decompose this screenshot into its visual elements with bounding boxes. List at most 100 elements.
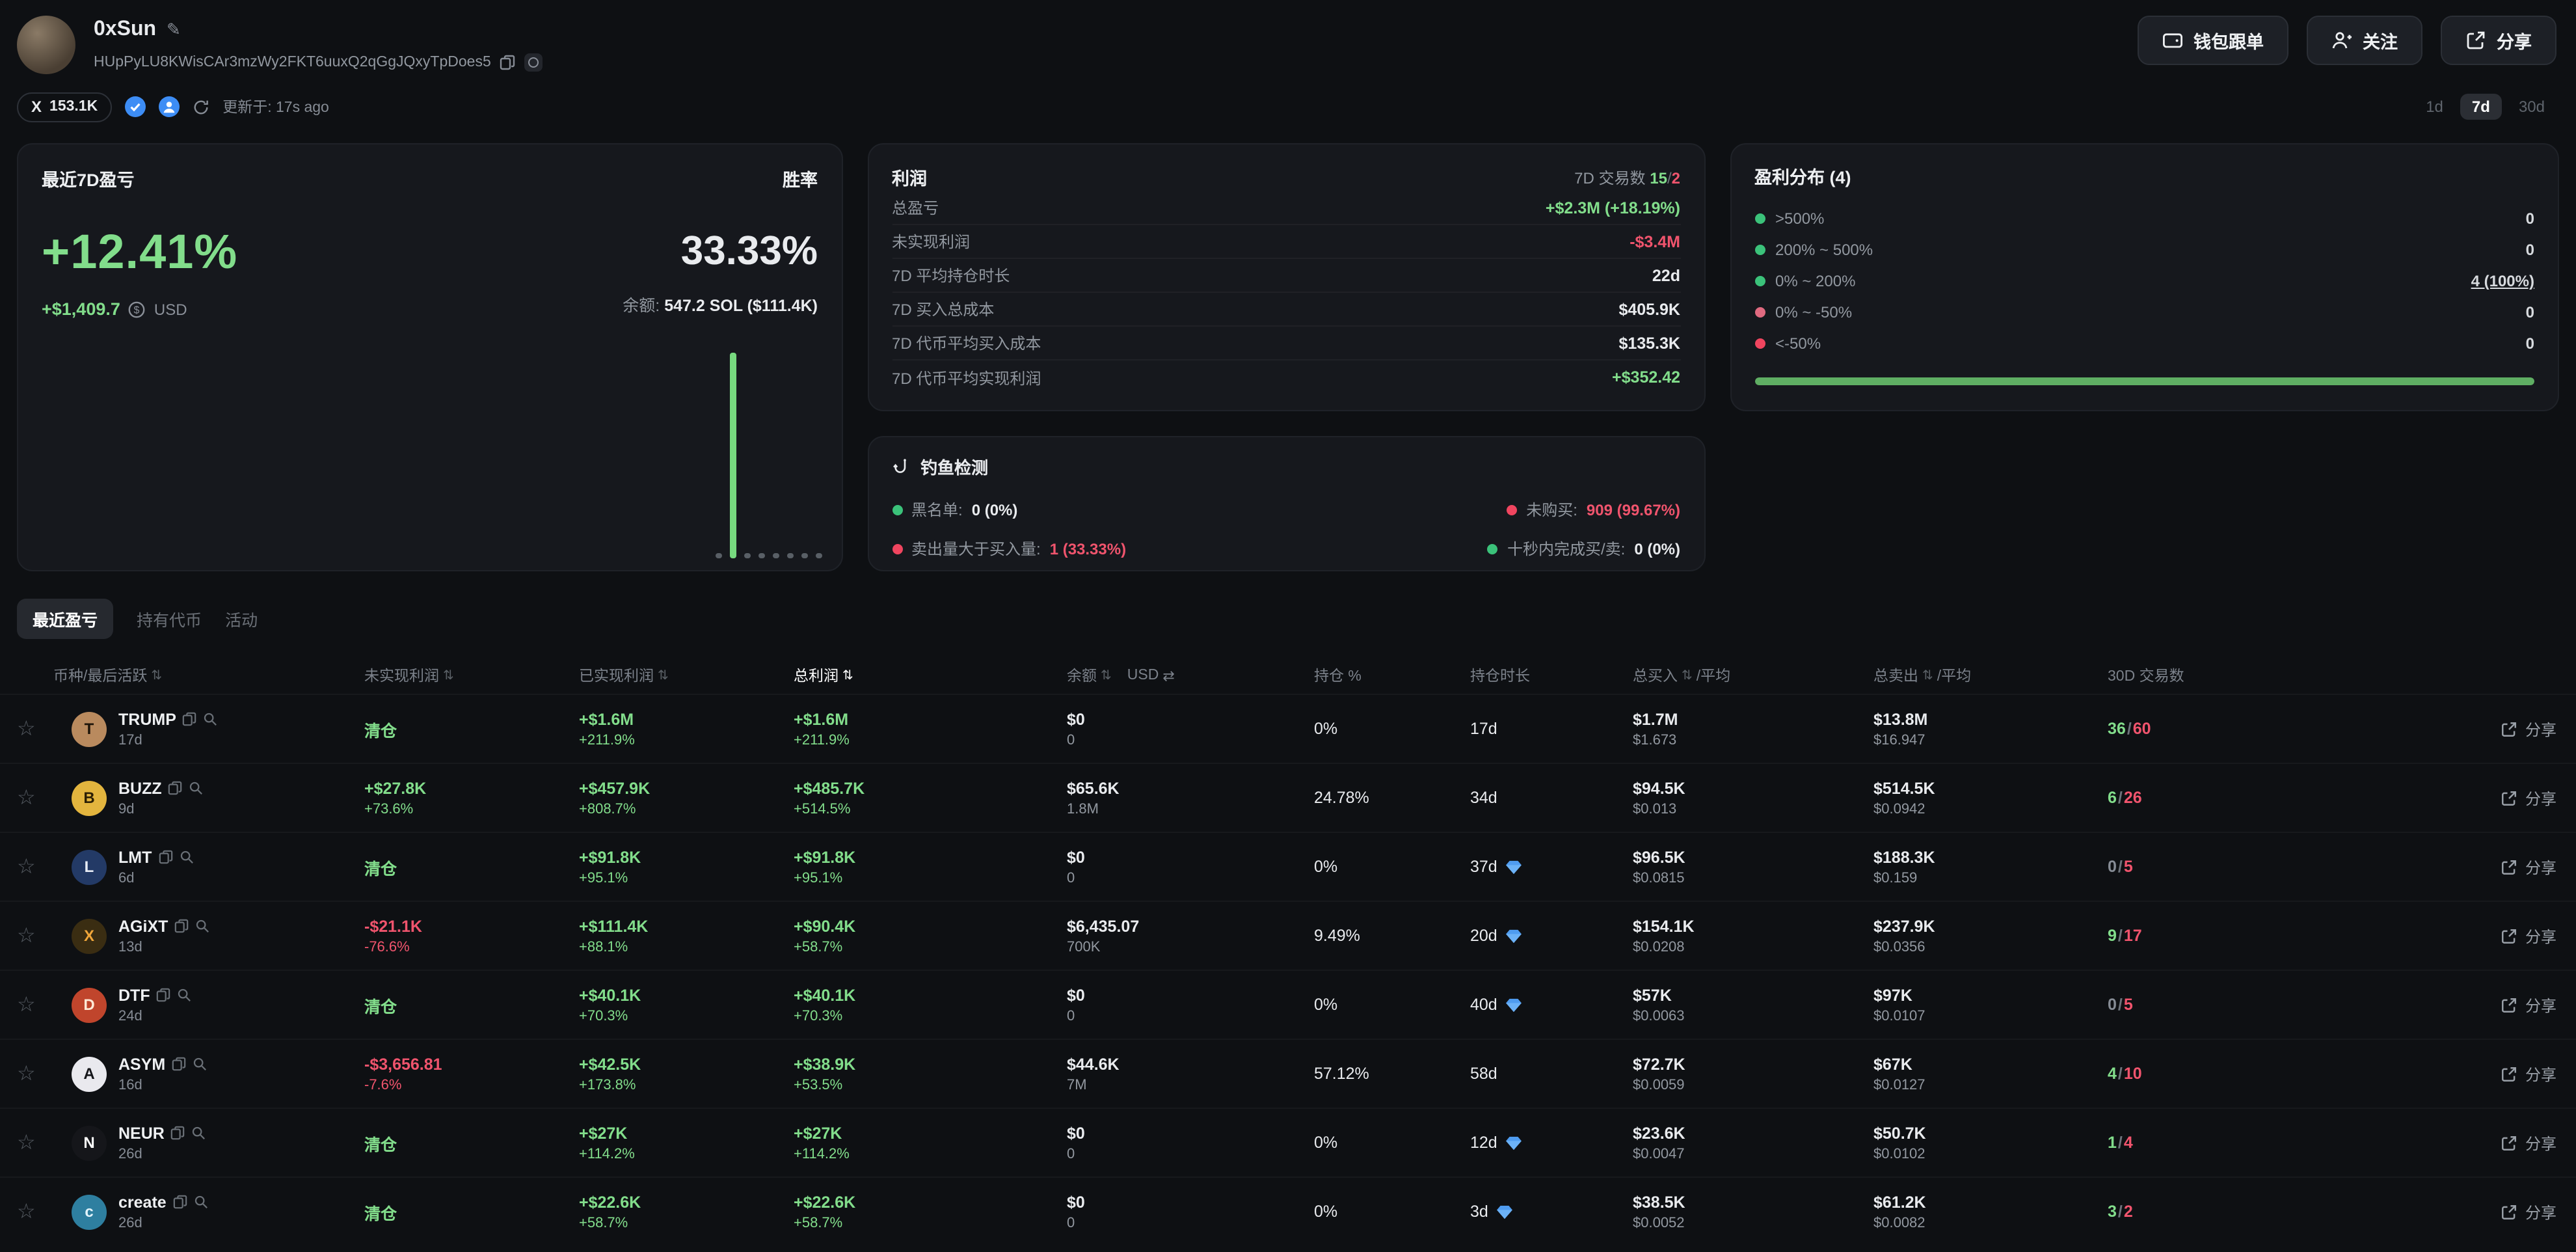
column-header[interactable]: 持仓 % xyxy=(1314,665,1470,686)
table-row[interactable]: ☆ D DTF 24d 清仓 +$40.1K +70.3% +$40.1K +70.… xyxy=(0,970,2576,1039)
column-header[interactable]: 未实现利润 ⇅ xyxy=(364,665,579,686)
token-cell[interactable]: T TRUMP 17d xyxy=(72,710,364,748)
share-profile-button[interactable]: 分享 xyxy=(2441,16,2556,65)
search-token-icon[interactable] xyxy=(178,988,192,1002)
token-cell[interactable]: L LMT 6d xyxy=(72,848,364,886)
distribution-row-value[interactable]: 4 (100%) xyxy=(2471,272,2534,290)
column-header[interactable]: 已实现利润 ⇅ xyxy=(579,665,794,686)
token-name[interactable]: AGiXT xyxy=(118,917,168,935)
sort-icon[interactable]: ⇅ xyxy=(151,668,163,683)
search-token-icon[interactable] xyxy=(194,1195,208,1209)
distribution-row: >500% 0 xyxy=(1754,203,2534,234)
table-row[interactable]: ☆ B BUZZ 9d +$27.8K +73.6% +$457.9K +808.7… xyxy=(0,763,2576,832)
tab-0[interactable]: 最近盈亏 xyxy=(17,599,114,639)
token-cell[interactable]: D DTF 24d xyxy=(72,986,364,1024)
token-name[interactable]: TRUMP xyxy=(118,710,176,728)
token-cell[interactable]: N NEUR 26d xyxy=(72,1124,364,1162)
token-name[interactable]: create xyxy=(118,1193,167,1211)
edit-name-icon[interactable]: ✎ xyxy=(167,20,181,39)
token-cell[interactable]: B BUZZ 9d xyxy=(72,779,364,817)
range-1d[interactable]: 1d xyxy=(2426,98,2443,116)
copy-token-icon[interactable] xyxy=(174,919,189,933)
sort-icon[interactable]: ⇅ xyxy=(1101,668,1112,683)
column-header[interactable]: 总卖出 ⇅ /平均 xyxy=(1873,665,2108,686)
token-name[interactable]: ASYM xyxy=(118,1055,166,1073)
copy-token-icon[interactable] xyxy=(157,988,171,1002)
row-share-button[interactable]: 分享 xyxy=(2501,994,2556,1016)
tab-1[interactable]: 持有代币 xyxy=(137,612,202,630)
range-7d[interactable]: 7d xyxy=(2460,94,2502,120)
table-row[interactable]: ☆ A ASYM 16d -$3,656.81 -7.6% +$42.5K +173… xyxy=(0,1039,2576,1108)
follow-button[interactable]: 关注 xyxy=(2307,16,2422,65)
column-header[interactable]: 余额 ⇅ USD ⇄ xyxy=(1067,665,1314,686)
swap-currency-icon[interactable]: ⇄ xyxy=(1162,668,1175,684)
favorite-star-icon[interactable]: ☆ xyxy=(17,1132,36,1154)
token-cell[interactable]: c create 26d xyxy=(72,1193,364,1231)
sort-icon[interactable]: ⇅ xyxy=(842,668,853,683)
token-name[interactable]: LMT xyxy=(118,848,152,866)
search-token-icon[interactable] xyxy=(204,712,218,726)
search-token-icon[interactable] xyxy=(195,919,209,933)
token-cell[interactable]: X AGiXT 13d xyxy=(72,917,364,955)
row-share-button[interactable]: 分享 xyxy=(2501,718,2556,740)
copy-trade-button[interactable]: 钱包跟单 xyxy=(2138,16,2288,65)
share-icon xyxy=(2502,860,2516,874)
copy-token-icon[interactable] xyxy=(173,1195,187,1209)
copy-token-icon[interactable] xyxy=(158,850,172,864)
token-name[interactable]: BUZZ xyxy=(118,779,162,797)
favorite-star-icon[interactable]: ☆ xyxy=(17,994,36,1016)
token-name[interactable]: DTF xyxy=(118,986,150,1004)
row-share-button[interactable]: 分享 xyxy=(2501,1201,2556,1223)
row-share-button[interactable]: 分享 xyxy=(2501,1063,2556,1085)
favorite-star-icon[interactable]: ☆ xyxy=(17,1201,36,1223)
table-row[interactable]: ☆ c create 26d 清仓 +$22.6K +58.7% +$22.6K +… xyxy=(0,1177,2576,1245)
copy-token-icon[interactable] xyxy=(171,1126,185,1140)
refresh-icon[interactable] xyxy=(193,98,209,115)
copy-token-icon[interactable] xyxy=(168,781,183,795)
verified-badge-icon[interactable] xyxy=(125,96,146,117)
copy-token-icon[interactable] xyxy=(172,1057,186,1071)
search-token-icon[interactable] xyxy=(192,1126,206,1140)
profile-avatar[interactable] xyxy=(17,16,75,74)
column-header[interactable]: 总利润 ⇅ xyxy=(794,665,1067,686)
table-row[interactable]: ☆ N NEUR 26d 清仓 +$27K +114.2% +$27K +114.2… xyxy=(0,1108,2576,1177)
row-share-button[interactable]: 分享 xyxy=(2501,856,2556,878)
favorite-star-icon[interactable]: ☆ xyxy=(17,787,36,810)
range-30d[interactable]: 30d xyxy=(2518,98,2545,116)
row-share-label: 分享 xyxy=(2525,1203,2556,1221)
favorite-star-icon[interactable]: ☆ xyxy=(17,925,36,947)
favorite-star-icon[interactable]: ☆ xyxy=(17,856,36,878)
column-header[interactable]: 持仓时长 xyxy=(1470,665,1633,686)
token-cell[interactable]: A ASYM 16d xyxy=(72,1055,364,1093)
table-row[interactable]: ☆ T TRUMP 17d 清仓 +$1.6M +211.9% +$1.6M +21… xyxy=(0,694,2576,763)
currency-toggle-label[interactable]: USD xyxy=(1127,668,1159,683)
x-followers-pill[interactable]: X 153.1K xyxy=(17,92,113,122)
sort-icon[interactable]: ⇅ xyxy=(1922,668,1933,683)
search-token-icon[interactable] xyxy=(179,850,193,864)
token-name[interactable]: NEUR xyxy=(118,1124,165,1142)
table-row[interactable]: ☆ X AGiXT 13d -$21.1K -76.6% +$111.4K +88.… xyxy=(0,901,2576,970)
favorite-star-icon[interactable]: ☆ xyxy=(17,1063,36,1085)
row-share-button[interactable]: 分享 xyxy=(2501,925,2556,947)
favorite-star-icon[interactable]: ☆ xyxy=(17,718,36,741)
column-header-label: 总利润 xyxy=(794,669,839,685)
search-token-icon[interactable] xyxy=(193,1057,207,1071)
tab-2[interactable]: 活动 xyxy=(225,612,258,630)
table-row[interactable]: ☆ L LMT 6d 清仓 +$91.8K +95.1% +$91.8K +95.1… xyxy=(0,832,2576,901)
column-header[interactable]: 30D 交易数 xyxy=(2108,665,2322,686)
sort-icon[interactable]: ⇅ xyxy=(658,668,669,683)
column-header[interactable]: 总买入 ⇅/平均 xyxy=(1633,665,1873,686)
column-header-label: 持仓时长 xyxy=(1470,669,1530,685)
search-token-icon[interactable] xyxy=(189,781,204,795)
row-share-button[interactable]: 分享 xyxy=(2501,787,2556,809)
row-share-button[interactable]: 分享 xyxy=(2501,1132,2556,1154)
explorer-icon[interactable] xyxy=(524,53,543,72)
sort-icon[interactable]: ⇅ xyxy=(1682,668,1693,683)
column-header[interactable]: 币种/最后活跃 ⇅ xyxy=(17,665,364,686)
sort-icon[interactable]: ⇅ xyxy=(443,668,454,683)
copy-token-icon[interactable] xyxy=(183,712,197,726)
row-share-label: 分享 xyxy=(2525,789,2556,808)
copy-address-icon[interactable] xyxy=(500,55,516,70)
kol-badge-icon[interactable] xyxy=(159,96,180,117)
wallet-address[interactable]: HUpPyLU8KWisCAr3mzWy2FKT6uuxQ2qGgJQxyTpD… xyxy=(94,55,491,70)
